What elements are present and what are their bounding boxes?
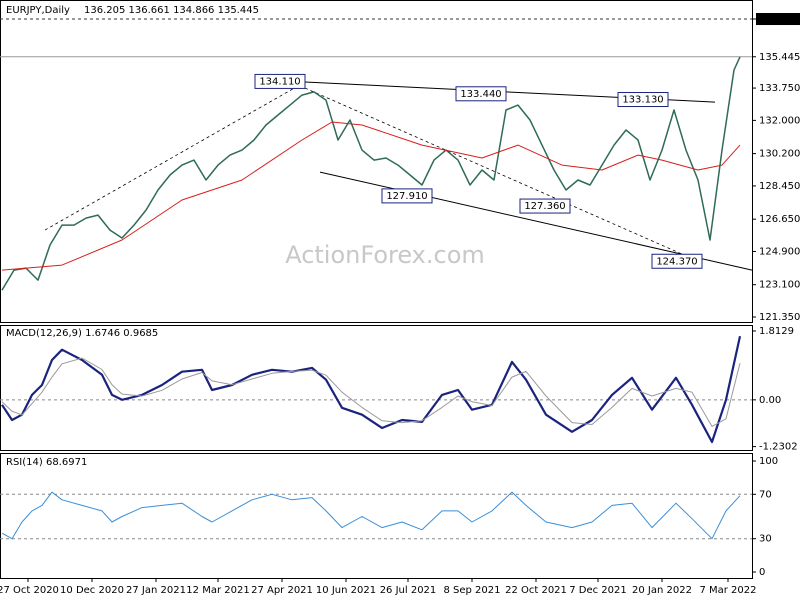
x-tick-label: 22 Oct 2021 (505, 585, 567, 596)
annotation-label: 127.360 (524, 201, 565, 212)
y-tick-label: 133.750 (759, 83, 800, 94)
series-line (1, 357, 741, 427)
y-tick-label: 123.100 (759, 280, 800, 291)
macd-title: MACD(12,26,9) 1.6746 0.9685 (6, 328, 158, 339)
x-tick-label: 27 Apr 2021 (251, 585, 313, 596)
annotation-label: 134.110 (259, 76, 300, 87)
y-tick-label: 100 (759, 456, 778, 467)
y-tick-label: 0 (759, 567, 765, 578)
y-tick-label: 130.200 (759, 149, 800, 160)
y-tick-label: 1.8129 (759, 326, 794, 337)
panel-frame (0, 453, 753, 579)
annotation-box (651, 253, 703, 269)
x-tick-label: 27 Jan 2021 (126, 585, 186, 596)
x-tick-label: 10 Dec 2020 (60, 585, 124, 596)
series-line (1, 121, 741, 271)
y-tick-label: 30 (759, 534, 772, 545)
x-tick-label: 27 Oct 2020 (0, 585, 59, 596)
chart-title: EURJPY,Daily (6, 5, 70, 16)
y-tick-label: 132.000 (759, 115, 800, 126)
y-tick-label: 126.650 (759, 214, 800, 225)
chart-subtitle: 136.205 136.661 134.866 135.445 (84, 5, 259, 16)
y-tick-label: 128.450 (759, 181, 800, 192)
y-tick-label: 135.445 (759, 52, 800, 63)
y-tick-label: 137.490 (759, 14, 800, 25)
x-tick-label: 10 Jun 2021 (316, 585, 376, 596)
annotation-box (254, 73, 306, 89)
y-tick-label: 124.900 (759, 246, 800, 257)
panel-frame (0, 325, 753, 451)
panel-frame (0, 0, 753, 323)
annotation-label: 127.910 (386, 191, 427, 202)
y-tick-label: -1.2302 (759, 442, 798, 453)
annotation-box (455, 86, 507, 102)
series-line (1, 335, 742, 444)
x-tick-label: 20 Jan 2022 (632, 585, 692, 596)
series-line (1, 56, 741, 291)
x-tick-label: 7 Mar 2022 (699, 585, 756, 596)
annotation-box (381, 188, 433, 204)
rsi-title: RSI(14) 68.6971 (6, 457, 87, 468)
trendline (44, 81, 306, 231)
x-tick-label: 7 Dec 2021 (569, 585, 627, 596)
annotation-label: 124.370 (656, 256, 697, 267)
annotation-box (617, 92, 669, 108)
x-tick-label: 8 Sep 2021 (443, 585, 500, 596)
y-tick-label: 70 (759, 489, 772, 500)
y-tick-label: 121.350 (759, 312, 800, 323)
x-tick-label: 12 Mar 2021 (186, 585, 249, 596)
series-line (1, 491, 741, 540)
annotation-label: 133.440 (460, 89, 501, 100)
y-tick-label: 0.00 (759, 395, 781, 406)
annotation-box (519, 198, 571, 214)
y-tick-box (756, 13, 800, 26)
annotation-label: 133.130 (622, 95, 663, 106)
x-tick-label: 26 Jul 2021 (380, 585, 437, 596)
watermark: ActionForex.com (285, 241, 485, 269)
